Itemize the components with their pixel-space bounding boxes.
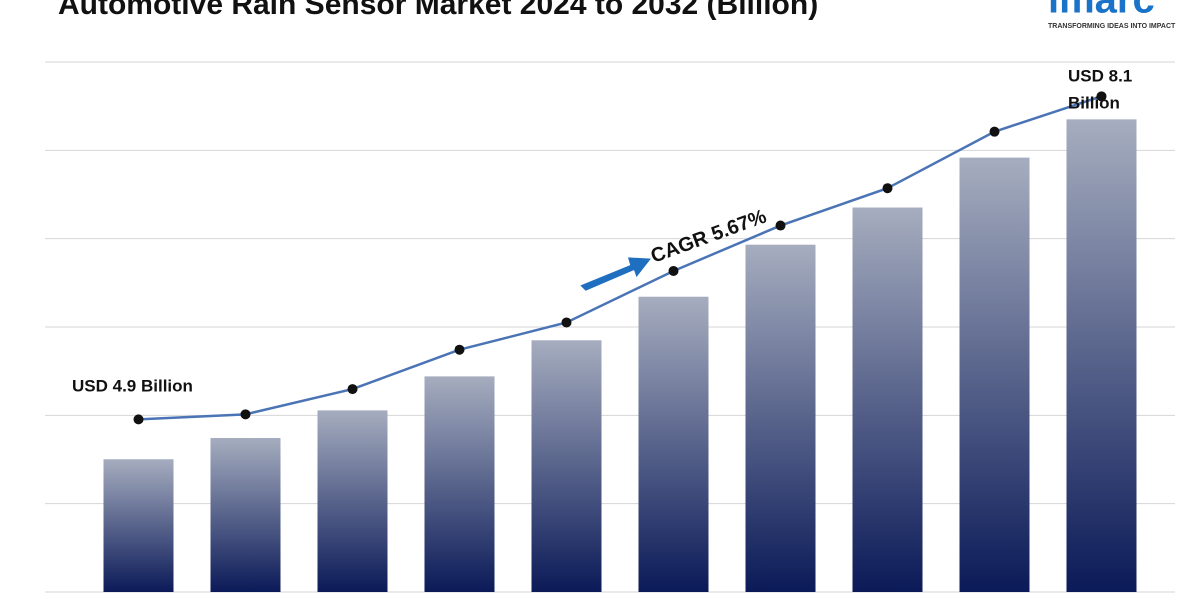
line-point (454, 344, 465, 355)
bar (959, 157, 1030, 592)
line-point (882, 183, 893, 194)
bar (745, 244, 816, 592)
bar (531, 340, 602, 592)
logo-tagline: TRANSFORMING IDEAS INTO IMPACT (1048, 23, 1176, 30)
chart-title: Automotive Rain Sensor Market 2024 to 20… (58, 0, 818, 21)
bar (852, 207, 923, 592)
line-point (1096, 91, 1107, 102)
cagr-arrow (580, 257, 651, 291)
bar (1066, 119, 1137, 592)
bar (210, 437, 281, 592)
annotation: USD 8.1 (1068, 66, 1132, 85)
line-point (347, 384, 358, 395)
bar (317, 410, 388, 592)
annotation: USD 4.9 Billion (72, 376, 193, 395)
line (138, 95, 1102, 421)
line-point (133, 414, 144, 425)
annotation: Billion (1068, 93, 1120, 112)
line-point (989, 126, 1000, 137)
line-point (240, 409, 251, 420)
line-point (775, 220, 786, 231)
bar (638, 296, 709, 592)
bar (424, 376, 495, 592)
line-point (668, 265, 679, 276)
line-point (561, 317, 572, 328)
bar (103, 459, 174, 592)
logo: imarc (1048, 0, 1155, 22)
